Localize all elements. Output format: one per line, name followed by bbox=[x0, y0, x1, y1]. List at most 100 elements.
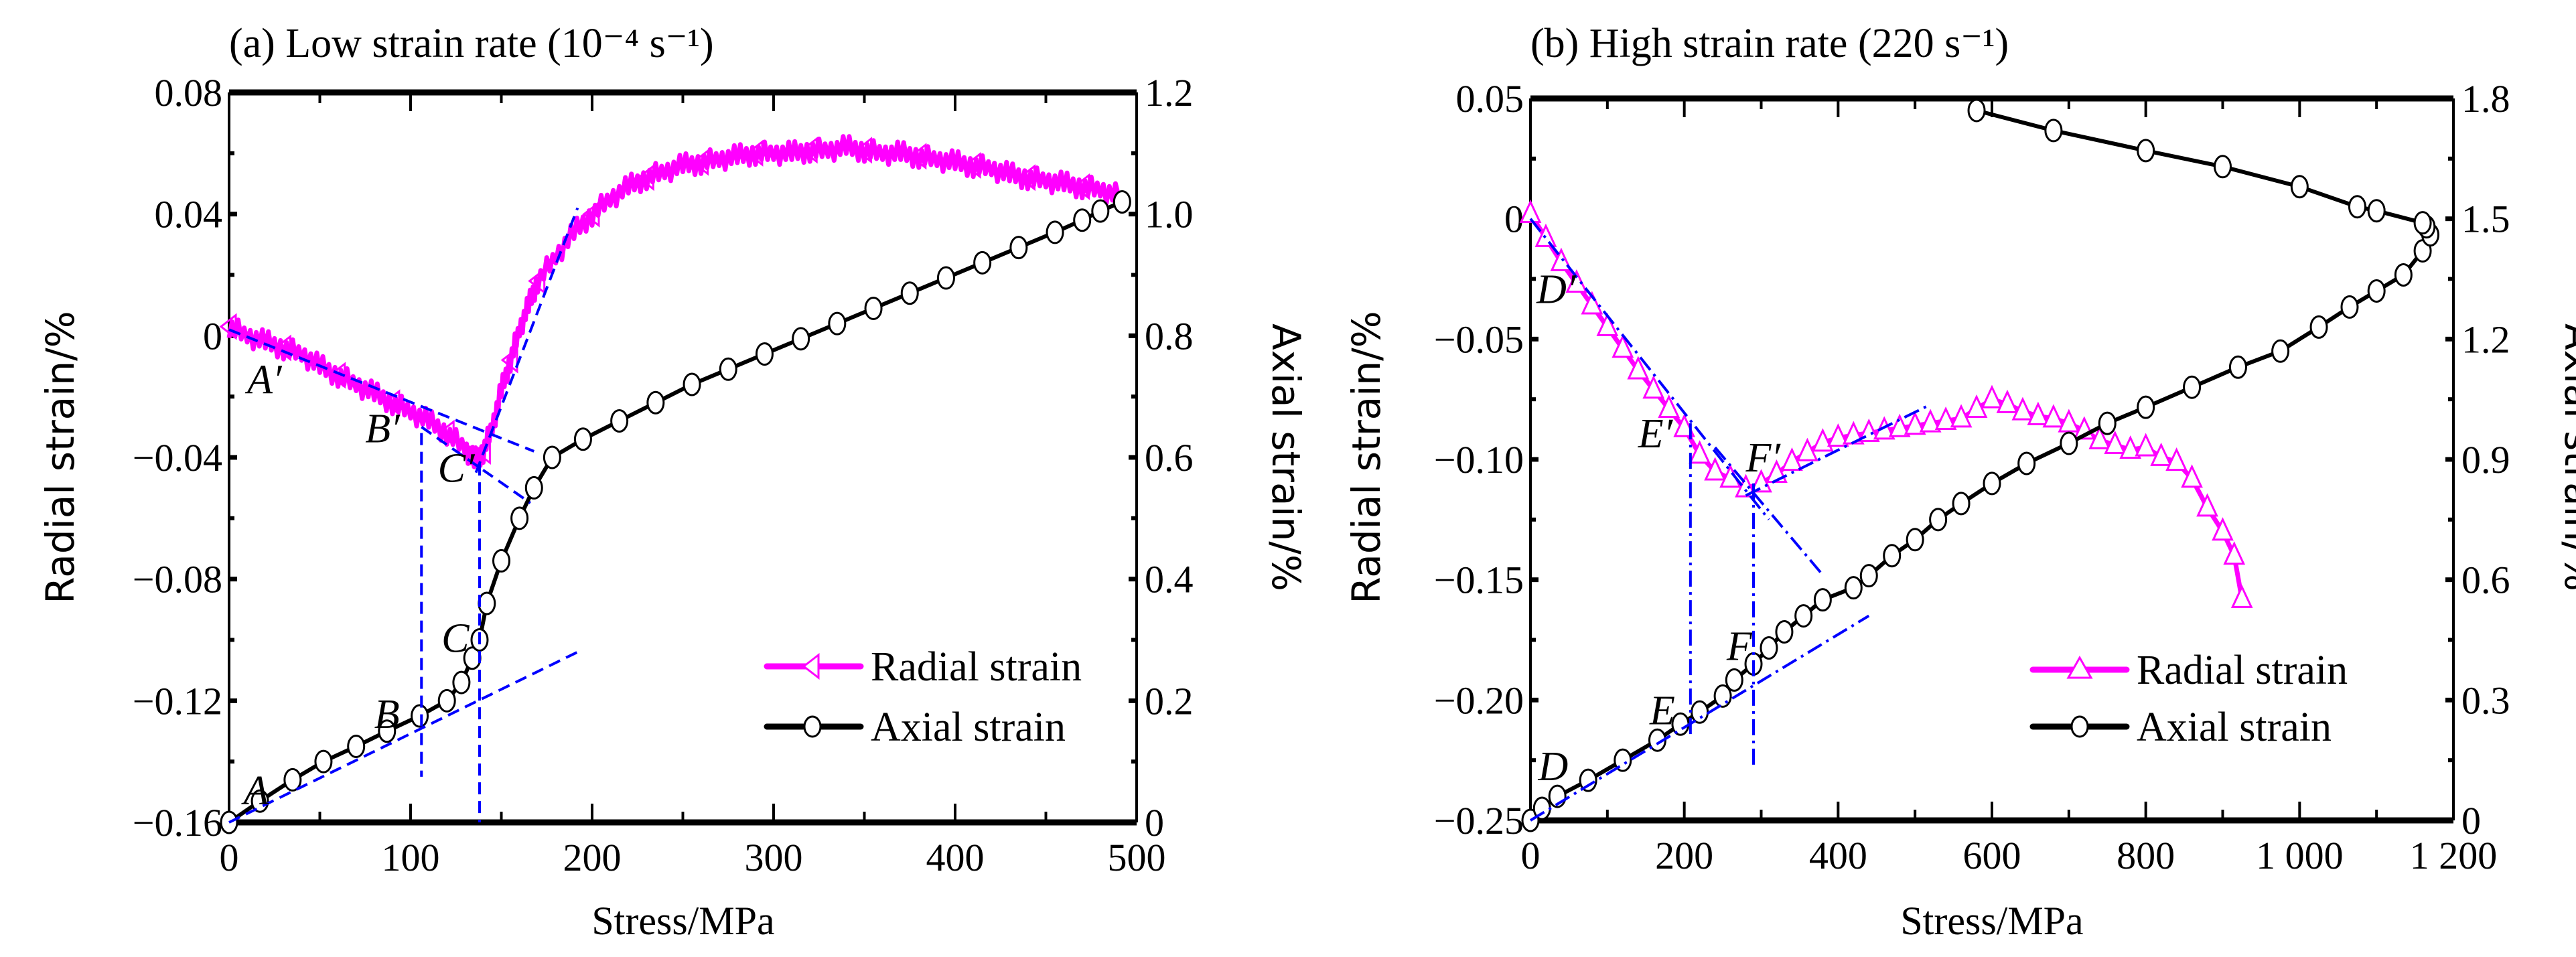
data-point-radial bbox=[2058, 409, 2080, 433]
data-point-axial bbox=[2137, 395, 2155, 419]
y-tick-label: 0.08 bbox=[155, 71, 223, 115]
data-point-axial bbox=[378, 719, 397, 743]
data-point-axial bbox=[2340, 295, 2359, 319]
data-point-radial bbox=[745, 139, 764, 167]
data-point-axial bbox=[1813, 588, 1832, 612]
data-point-axial bbox=[1906, 528, 1924, 552]
data-point-axial bbox=[864, 296, 883, 320]
data-point-axial bbox=[1579, 768, 1597, 792]
data-point-radial bbox=[1072, 173, 1090, 200]
data-point-axial bbox=[755, 342, 774, 366]
y2-tick-label: 0 bbox=[1145, 801, 1164, 844]
y2-tick-label: 1.5 bbox=[2461, 198, 2510, 241]
data-point-radial bbox=[2230, 584, 2253, 608]
y-tick-label: −0.08 bbox=[133, 558, 222, 601]
legend-axial-label: Axial strain bbox=[2137, 705, 2332, 750]
data-point-radial bbox=[1919, 409, 1942, 433]
y-tick-label: 0 bbox=[1504, 198, 1524, 241]
data-point-radial bbox=[1534, 223, 1557, 247]
data-point-radial bbox=[1781, 447, 1803, 471]
data-point-radial bbox=[437, 419, 455, 447]
y2-tick-label: 0.3 bbox=[2461, 678, 2510, 722]
point-label-d: D bbox=[1537, 744, 1568, 790]
y-tick-label: −0.15 bbox=[1434, 559, 1524, 602]
data-point-radial bbox=[2011, 396, 2034, 421]
data-point-axial bbox=[1009, 236, 1028, 260]
y-tick-label: −0.20 bbox=[1434, 678, 1524, 722]
guide-line bbox=[474, 207, 579, 473]
y-tick-label: −0.25 bbox=[1434, 799, 1524, 842]
data-point-radial bbox=[1888, 413, 1911, 437]
series-line-radial-strain bbox=[226, 134, 1121, 469]
panel-a-y2label: Axial strain/% bbox=[1263, 323, 1309, 591]
y-tick-label: −0.10 bbox=[1434, 438, 1524, 482]
data-point-radial bbox=[1658, 394, 1680, 419]
data-point-radial bbox=[2104, 430, 2127, 454]
data-point-axial bbox=[2228, 355, 2247, 379]
guide-line bbox=[421, 425, 532, 504]
data-point-axial bbox=[2413, 211, 2432, 235]
data-point-axial bbox=[1760, 636, 1778, 660]
data-point-axial bbox=[1113, 190, 1131, 214]
data-point-axial bbox=[719, 357, 737, 381]
data-point-radial bbox=[1627, 356, 1650, 380]
data-point-radial bbox=[909, 143, 927, 170]
data-point-axial bbox=[2060, 431, 2078, 455]
data-point-radial bbox=[1673, 413, 1696, 437]
data-point-axial bbox=[2137, 139, 2155, 163]
guide-line bbox=[228, 328, 535, 453]
data-point-axial bbox=[2017, 451, 2036, 475]
x-tick-label: 300 bbox=[745, 836, 803, 879]
data-point-radial bbox=[1519, 199, 1542, 223]
x-tick-label: 100 bbox=[382, 836, 440, 879]
data-point-radial bbox=[1904, 411, 1926, 435]
x-tick-label: 600 bbox=[1963, 834, 2021, 877]
data-point-radial bbox=[473, 437, 491, 465]
data-point-axial bbox=[2367, 279, 2386, 303]
x-tick-label: 500 bbox=[1108, 836, 1166, 879]
data-point-axial bbox=[1073, 208, 1092, 232]
y-tick-label: 0.04 bbox=[155, 193, 223, 236]
data-point-radial bbox=[1934, 406, 1957, 431]
y-tick-label: −0.12 bbox=[133, 679, 222, 723]
data-point-axial bbox=[2183, 375, 2202, 399]
panel-b-y2label: Axial strain/% bbox=[2556, 323, 2576, 591]
data-point-radial bbox=[582, 200, 600, 228]
legend-axial-label: Axial strain bbox=[871, 705, 1066, 750]
data-point-radial bbox=[1596, 312, 1619, 336]
series-line-radial-strain bbox=[1528, 212, 2244, 600]
data-point-radial bbox=[2223, 541, 2246, 565]
data-point-axial bbox=[452, 670, 471, 694]
data-point-axial bbox=[2044, 119, 2063, 143]
data-point-radial bbox=[691, 149, 709, 176]
data-point-radial bbox=[1827, 423, 1849, 447]
data-point-radial bbox=[2150, 442, 2172, 466]
data-point-radial bbox=[1796, 437, 1818, 461]
data-point-axial bbox=[2290, 175, 2309, 199]
y2-tick-label: 1.0 bbox=[1145, 193, 1194, 236]
data-point-radial bbox=[1950, 404, 1973, 428]
y2-tick-label: 1.2 bbox=[1145, 71, 1194, 115]
guide-line bbox=[1529, 218, 1770, 521]
data-point-radial bbox=[2119, 435, 2142, 459]
data-point-radial bbox=[2212, 517, 2234, 541]
data-point-axial bbox=[646, 390, 665, 415]
data-point-radial bbox=[382, 389, 401, 417]
legend-axial-marker bbox=[2070, 715, 2089, 738]
data-point-radial bbox=[500, 346, 518, 374]
legend-axial-marker bbox=[803, 715, 822, 738]
data-point-radial bbox=[1642, 375, 1665, 399]
x-tick-label: 400 bbox=[926, 836, 985, 879]
data-point-axial bbox=[1091, 199, 1110, 223]
data-point-axial bbox=[2367, 199, 2386, 223]
data-point-axial bbox=[936, 266, 955, 290]
y2-tick-label: 1.8 bbox=[2461, 77, 2510, 121]
data-point-axial bbox=[828, 311, 847, 336]
data-point-axial bbox=[1775, 620, 1794, 644]
data-point-radial bbox=[963, 151, 981, 179]
data-point-axial bbox=[1859, 564, 1878, 588]
data-point-radial bbox=[2088, 425, 2111, 449]
data-point-radial bbox=[2165, 447, 2188, 471]
data-point-axial bbox=[510, 506, 529, 530]
panel-a-legend: Radial strain Axial strain bbox=[764, 644, 1082, 750]
